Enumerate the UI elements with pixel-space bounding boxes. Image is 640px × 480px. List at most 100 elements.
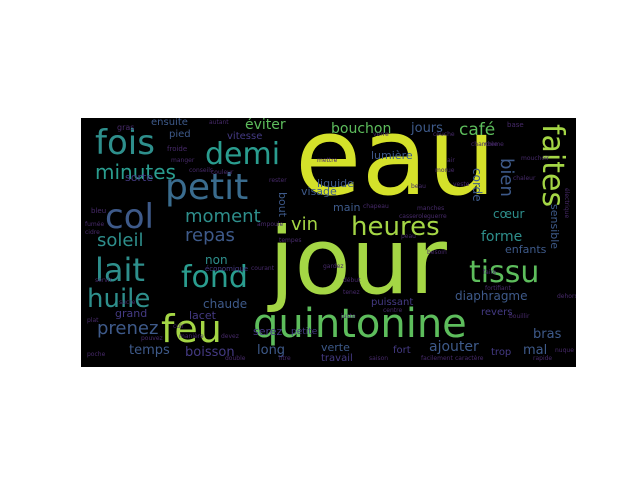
word-sucre: sucre bbox=[119, 299, 136, 306]
word-ensuite: ensuite bbox=[151, 118, 188, 128]
word-forme: forme bbox=[481, 229, 523, 245]
word-base: base bbox=[507, 121, 524, 129]
word-air: air bbox=[447, 157, 455, 164]
word-cidre: cidre bbox=[85, 229, 100, 236]
word-fumee: fumée bbox=[85, 221, 105, 228]
word-petite: petite bbox=[291, 327, 318, 337]
word-beau: beau bbox=[411, 183, 426, 190]
word-mettre: mettre bbox=[317, 157, 338, 164]
word-tissu: tissu bbox=[469, 255, 540, 290]
word-col: col bbox=[105, 197, 154, 237]
word-bleu: bleu bbox=[91, 207, 107, 215]
word-trop: trop bbox=[491, 347, 512, 358]
word-manches: manches bbox=[417, 205, 445, 212]
word-demi: demi bbox=[205, 137, 281, 172]
word-boisson: boisson bbox=[185, 345, 235, 360]
word-electrique: électrique bbox=[563, 188, 570, 219]
word-jour: jour bbox=[269, 208, 447, 315]
word-plat: plat bbox=[87, 317, 99, 324]
word-creme: crème bbox=[485, 141, 504, 148]
word-temps: temps bbox=[129, 343, 170, 358]
word-lait: lait bbox=[95, 251, 145, 289]
word-peau: peau bbox=[401, 233, 416, 240]
word-tempes: tempes bbox=[279, 237, 302, 244]
word-centre: centre bbox=[383, 307, 403, 314]
word-pouvez: pouvez bbox=[141, 335, 163, 342]
word-gras: gras bbox=[117, 123, 135, 132]
word-sorte: sorte bbox=[125, 171, 154, 184]
word-debut: début bbox=[343, 277, 361, 284]
word-petit: petit bbox=[165, 167, 249, 208]
word-facilement: facilement bbox=[421, 355, 453, 362]
word-moment: moment bbox=[185, 206, 261, 227]
word-quintonine: quintonine bbox=[253, 301, 467, 347]
word-corde: corde bbox=[470, 168, 484, 202]
word-vitesse: vitesse bbox=[227, 131, 263, 142]
word-enfants: enfants bbox=[505, 243, 547, 256]
word-vin: vin bbox=[291, 214, 319, 235]
word-juste: juste bbox=[341, 313, 356, 320]
word-couleur: couleur bbox=[211, 169, 234, 176]
word-fort: fort bbox=[393, 345, 411, 356]
word-fond: fond bbox=[181, 260, 248, 295]
word-verre: verre bbox=[373, 131, 389, 138]
word-courant: courant bbox=[251, 265, 275, 272]
word-chaude: chaude bbox=[203, 297, 248, 311]
word-lumiere: lumière bbox=[371, 149, 413, 162]
word-heures: heures bbox=[351, 212, 440, 242]
word-conseils: conseils bbox=[189, 167, 214, 174]
word-veste: veste bbox=[453, 181, 470, 188]
word-sensible: sensible bbox=[548, 204, 561, 250]
word-caractere: caractère bbox=[455, 355, 484, 362]
word-repas: repas bbox=[185, 225, 235, 246]
word-ampoule: ampoule bbox=[257, 221, 284, 228]
word-cafe: café bbox=[459, 120, 496, 140]
word-faire: faire bbox=[483, 269, 497, 276]
word-visage: visage bbox=[301, 185, 337, 198]
word-gardez: gardez bbox=[323, 263, 344, 270]
word-bout: bout bbox=[276, 192, 289, 217]
word-economique: économique bbox=[205, 265, 249, 273]
word-maniere: manière bbox=[179, 333, 204, 340]
word-eau: eau bbox=[295, 118, 497, 220]
word-serez: serez bbox=[253, 325, 283, 338]
word-besoin: besoin bbox=[427, 249, 447, 256]
word-bien: bien bbox=[496, 158, 517, 197]
word-ajouter: ajouter bbox=[429, 339, 479, 355]
word-bouillir: bouillir bbox=[509, 313, 530, 320]
word-cloud: eau jour quintonine feu petit fois demi … bbox=[81, 118, 576, 367]
word-non: non bbox=[205, 253, 228, 267]
word-travail: travail bbox=[321, 353, 353, 364]
word-pied: pied bbox=[169, 129, 191, 140]
word-diaphragme: diaphragme bbox=[455, 289, 528, 303]
word-faites: faites bbox=[535, 124, 570, 208]
word-chaleur: chaleur bbox=[513, 175, 536, 182]
word-devez: devez bbox=[221, 333, 239, 340]
word-prenez: prenez bbox=[97, 318, 159, 339]
word-rester: rester bbox=[269, 177, 287, 184]
word-verte: verte bbox=[321, 341, 350, 354]
word-tenez: tenez bbox=[343, 289, 360, 296]
word-soleil: soleil bbox=[97, 230, 144, 251]
word-eviter: éviter bbox=[245, 118, 286, 133]
word-servir: servir bbox=[95, 277, 112, 284]
word-main: main bbox=[333, 201, 361, 214]
word-couche: couche bbox=[433, 131, 455, 138]
word-bras: bras bbox=[533, 327, 562, 342]
word-poche: poche bbox=[87, 351, 106, 358]
word-revers: revers bbox=[481, 307, 513, 318]
word-coeur: cœur bbox=[493, 207, 525, 221]
word-puissant: puissant bbox=[371, 297, 414, 308]
word-long: long bbox=[257, 343, 286, 358]
word-guerre: guerre bbox=[427, 213, 447, 220]
word-nuque: nuque bbox=[555, 347, 574, 354]
word-autant: autant bbox=[209, 119, 229, 126]
word-litre: litre bbox=[279, 355, 291, 362]
word-mouchoir: mouchoir bbox=[521, 155, 550, 162]
word-grand: grand bbox=[115, 307, 148, 320]
word-fortifiant: fortifiant bbox=[485, 285, 511, 292]
word-mal: mal bbox=[523, 343, 548, 358]
word-bouchon: bouchon bbox=[331, 121, 392, 137]
word-rapide: rapide bbox=[533, 355, 553, 362]
word-chapeau: chapeau bbox=[363, 203, 389, 210]
